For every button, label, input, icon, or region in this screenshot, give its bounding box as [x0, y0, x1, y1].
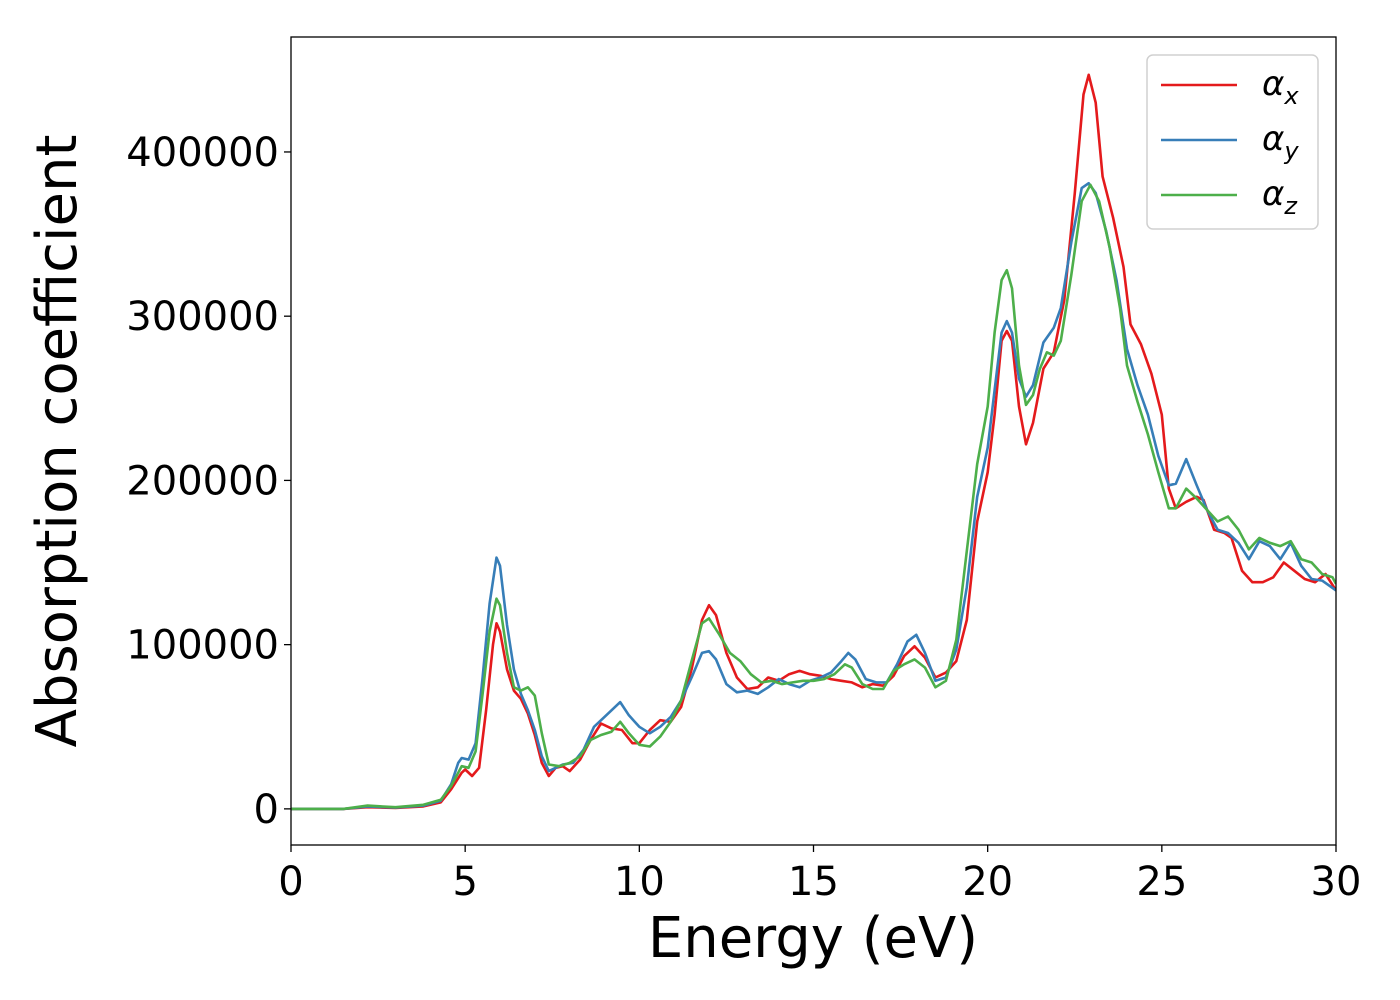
series-line-z: [291, 183, 1336, 811]
legend: αx αy αz: [1146, 54, 1319, 230]
x-tick-label: 20: [962, 859, 1013, 905]
y-tick-label: 100000: [126, 623, 279, 669]
x-tick-label: 10: [614, 859, 665, 905]
series-layer: [291, 73, 1336, 811]
y-tick-label: 300000: [126, 294, 279, 340]
x-axis-title: Energy (eV): [648, 906, 978, 971]
legend-label-x: αx: [1262, 64, 1299, 110]
x-tick-label: 30: [1311, 859, 1362, 905]
legend-label-y: αy: [1262, 119, 1299, 165]
y-tick-label: 400000: [126, 130, 279, 176]
y-axis-title: Absorption coefficient: [25, 135, 90, 748]
x-tick-label: 0: [278, 859, 303, 905]
series-line-y: [291, 181, 1336, 811]
legend-box: [1146, 54, 1319, 230]
x-tick-label: 25: [1136, 859, 1187, 905]
y-axis: 0 100000 200000 300000 400000: [126, 130, 291, 833]
y-tick-label: 0: [254, 787, 279, 833]
x-tick-label: 15: [788, 859, 839, 905]
y-tick-label: 200000: [126, 458, 279, 504]
x-axis: 0 5 10 15 20 25 30: [278, 845, 1361, 905]
legend-label-z: αz: [1262, 174, 1298, 220]
x-tick-label: 5: [452, 859, 477, 905]
series-line-x: [291, 73, 1336, 811]
